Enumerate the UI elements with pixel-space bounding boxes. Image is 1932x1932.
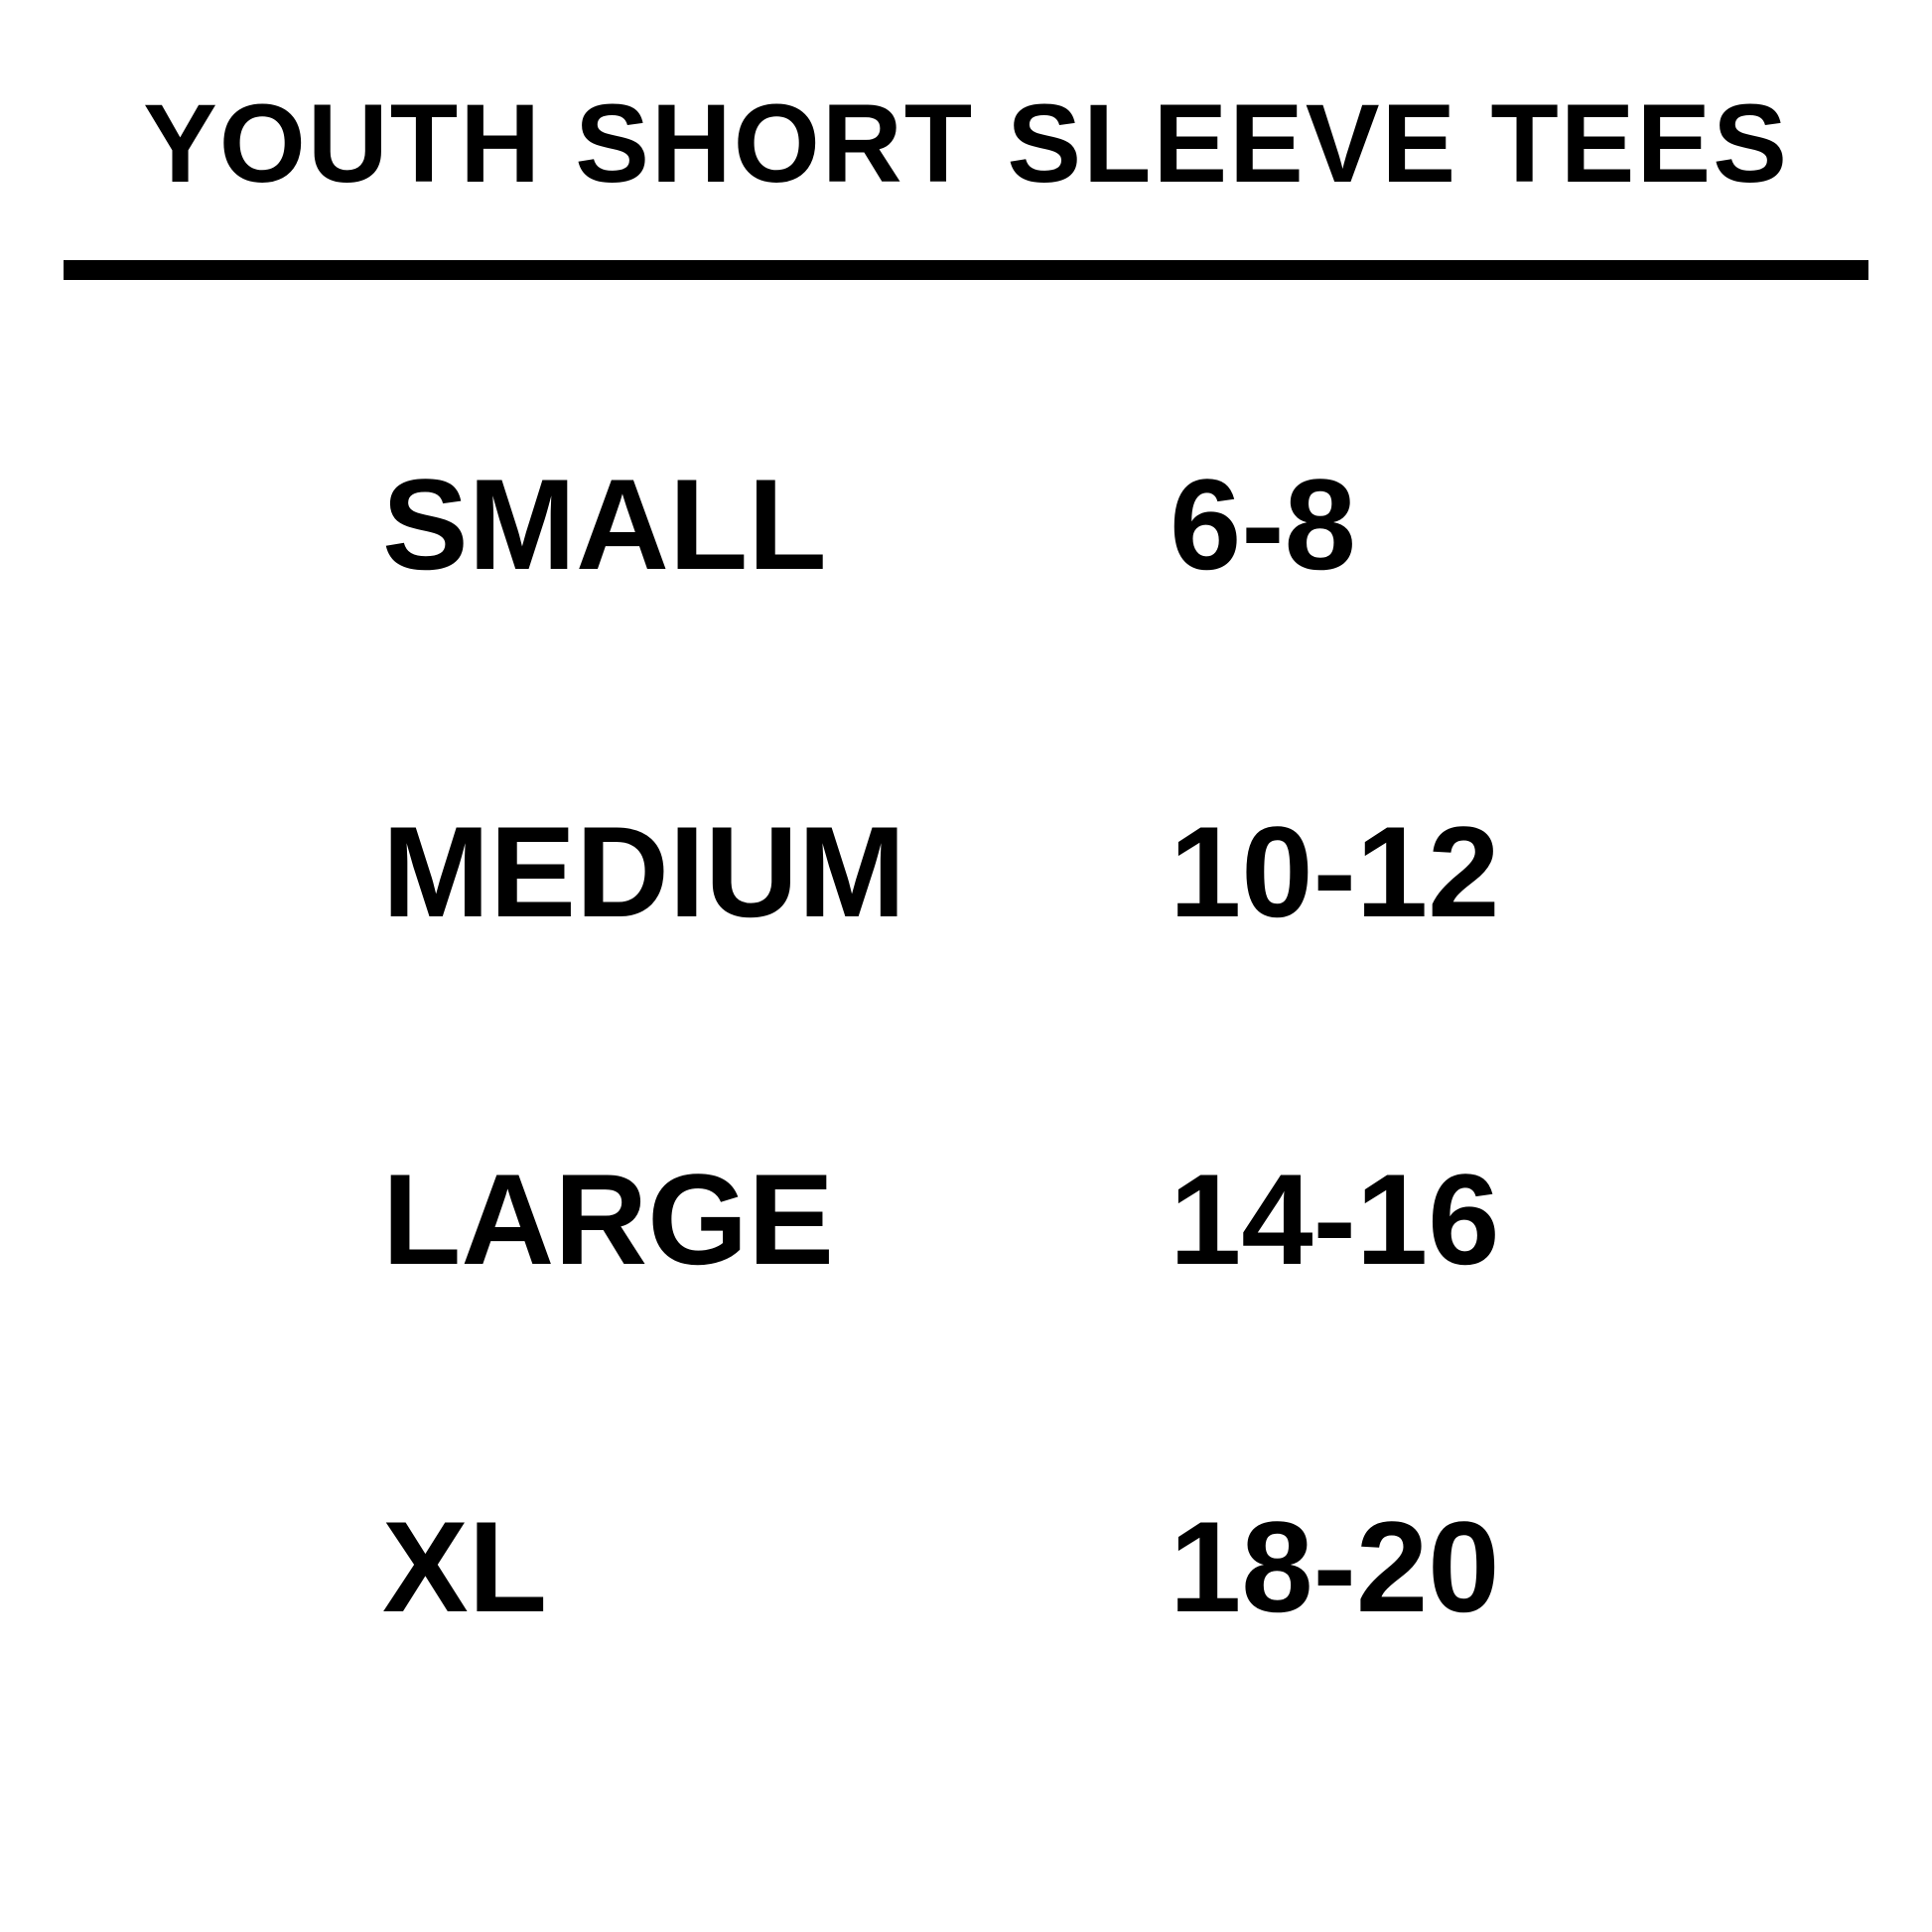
page-title: YOUTH SHORT SLEEVE TEES xyxy=(143,81,1789,206)
size-label: SMALL xyxy=(382,452,827,597)
size-range: 14-16 xyxy=(1170,1147,1500,1292)
size-label: MEDIUM xyxy=(382,799,906,944)
size-range: 10-12 xyxy=(1170,799,1500,944)
size-range: 18-20 xyxy=(1170,1494,1500,1639)
size-range: 6-8 xyxy=(1170,452,1356,597)
size-label: LARGE xyxy=(382,1147,834,1292)
size-label: XL xyxy=(382,1494,548,1639)
title-divider xyxy=(64,260,1868,280)
